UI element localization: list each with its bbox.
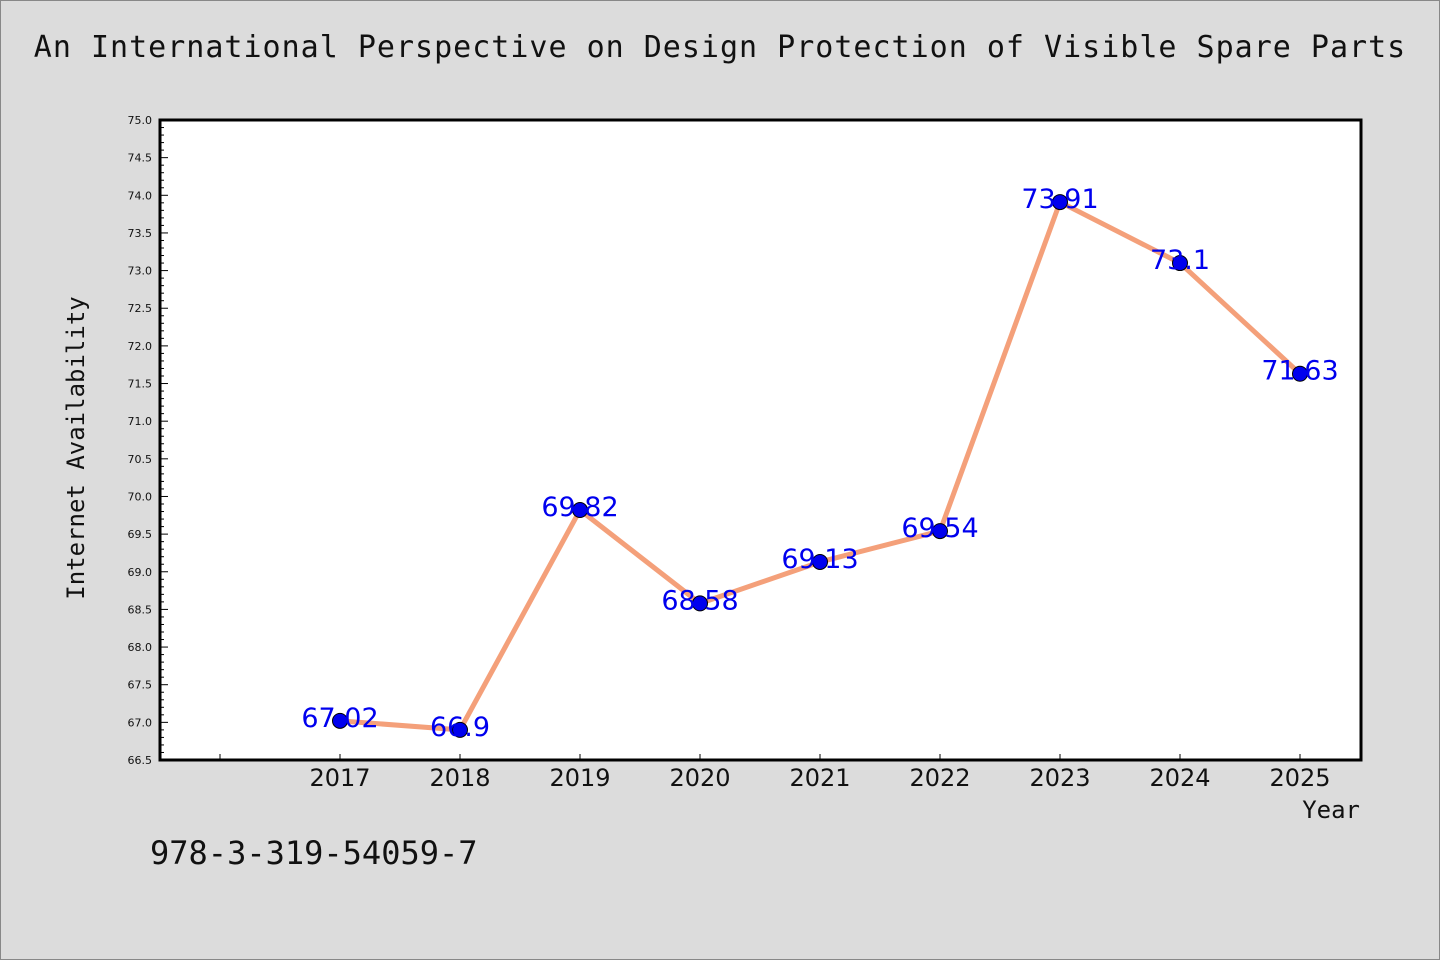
data-point-marker [452, 721, 468, 738]
y-tick-label: 69.5 [128, 528, 153, 541]
x-axis: 2017 2018 2019 2020 2021 2022 2023 2024 2025 [219, 754, 1331, 792]
data-point-marker [692, 595, 708, 612]
x-tick-label: 2022 [909, 764, 970, 792]
data-label: 69.54 [901, 513, 978, 544]
data-label: 66.9 [430, 712, 490, 743]
data-point-marker [1172, 255, 1188, 272]
y-tick-label: 74.0 [128, 189, 153, 202]
x-tick-label: 2019 [549, 764, 610, 792]
y-tick-label: 68.5 [128, 603, 153, 616]
y-tick-label: 68.0 [128, 641, 153, 654]
x-tick-label: 2021 [789, 764, 850, 792]
plot-area [158, 118, 1363, 762]
data-point-marker [332, 712, 348, 729]
chart-title: An International Perspective on Design P… [33, 30, 1407, 65]
x-tick-label: 2017 [309, 764, 370, 792]
data-label: 73.91 [1021, 184, 1098, 215]
y-tick-label: 67.5 [128, 679, 153, 692]
data-point-marker [812, 553, 828, 570]
data-label: 67.02 [301, 703, 378, 734]
x-tick-label: 2018 [429, 764, 490, 792]
isbn-footnote: 978-3-319-54059-7 [150, 834, 478, 872]
data-label: 73.1 [1150, 245, 1210, 276]
data-label: 69.82 [541, 492, 618, 523]
y-tick-label: 69.0 [128, 566, 153, 579]
y-tick-label: 74.5 [128, 152, 153, 165]
x-tick-label: 2024 [1149, 764, 1210, 792]
data-point-marker [932, 523, 948, 540]
data-point-marker [572, 502, 588, 519]
data-point-marker [1052, 194, 1068, 211]
y-tick-label: 73.0 [128, 265, 153, 278]
y-tick-label: 75.0 [128, 114, 153, 127]
data-label: 69.13 [781, 544, 858, 575]
data-labels-group: 67.02 66.9 69.82 68.58 69.13 69.54 73.91 73.1 71… [301, 184, 1338, 743]
data-label: 68.58 [661, 585, 738, 616]
x-tick-label: 2025 [1269, 764, 1330, 792]
data-point-marker [1292, 365, 1308, 382]
y-tick-label: 67.0 [128, 716, 153, 729]
y-tick-label: 71.5 [128, 378, 153, 391]
y-tick-label: 70.5 [128, 453, 153, 466]
y-tick-label: 66.5 [128, 754, 153, 767]
x-tick-label: 2023 [1029, 764, 1090, 792]
y-tick-label: 72.5 [128, 302, 153, 315]
y-tick-label: 71.0 [128, 415, 153, 428]
y-axis: 66.5 67.0 67.5 68.0 68.5 69.0 69.5 70.0 70.5 71.0… [128, 114, 168, 767]
y-tick-label: 72.0 [128, 340, 153, 353]
x-tick-label: 2020 [669, 764, 730, 792]
y-tick-label: 73.5 [128, 227, 153, 240]
markers-group [332, 194, 1308, 738]
x-axis-label: Year [1302, 796, 1360, 824]
data-label: 71.63 [1261, 356, 1338, 387]
y-tick-label: 70.0 [128, 490, 153, 503]
